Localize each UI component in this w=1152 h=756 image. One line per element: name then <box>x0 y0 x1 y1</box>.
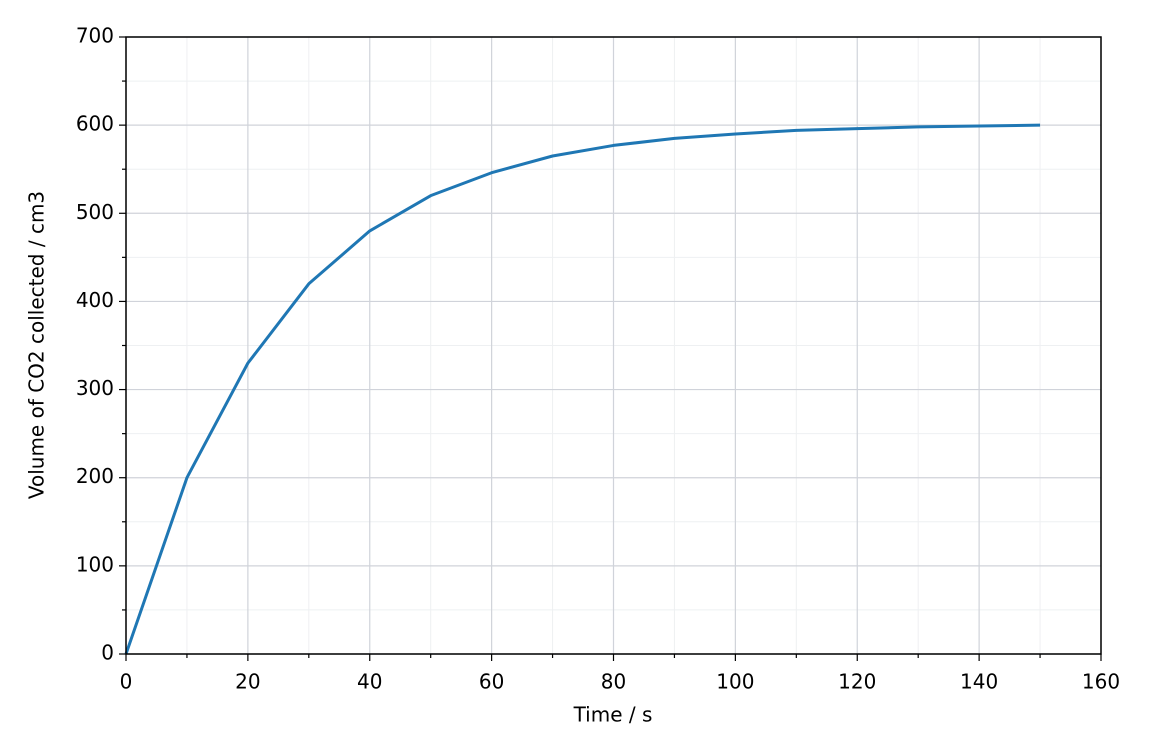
x-axis-label: Time / s <box>573 703 653 727</box>
y-tick-label: 200 <box>76 464 114 488</box>
plot-frame <box>125 36 1102 655</box>
x-tick-label: 100 <box>716 670 754 694</box>
x-tick-label: 140 <box>960 670 998 694</box>
y-tick-label: 700 <box>76 24 114 48</box>
y-tick-label: 500 <box>76 200 114 224</box>
y-tick-label: 600 <box>76 112 114 136</box>
x-tick-label: 40 <box>357 670 382 694</box>
x-tick-label: 20 <box>235 670 260 694</box>
x-tick-label: 80 <box>601 670 626 694</box>
y-axis-label: Volume of CO2 collected / cm3 <box>25 191 49 499</box>
x-tick-label: 120 <box>838 670 876 694</box>
y-tick-label: 0 <box>101 641 114 665</box>
x-tick-label: 60 <box>479 670 504 694</box>
y-tick-label: 400 <box>76 288 114 312</box>
y-tick-label: 100 <box>76 552 114 576</box>
data-line <box>124 123 1041 655</box>
x-tick-label: 160 <box>1082 670 1120 694</box>
x-tick-label: 0 <box>120 670 133 694</box>
y-tick-label: 300 <box>76 376 114 400</box>
